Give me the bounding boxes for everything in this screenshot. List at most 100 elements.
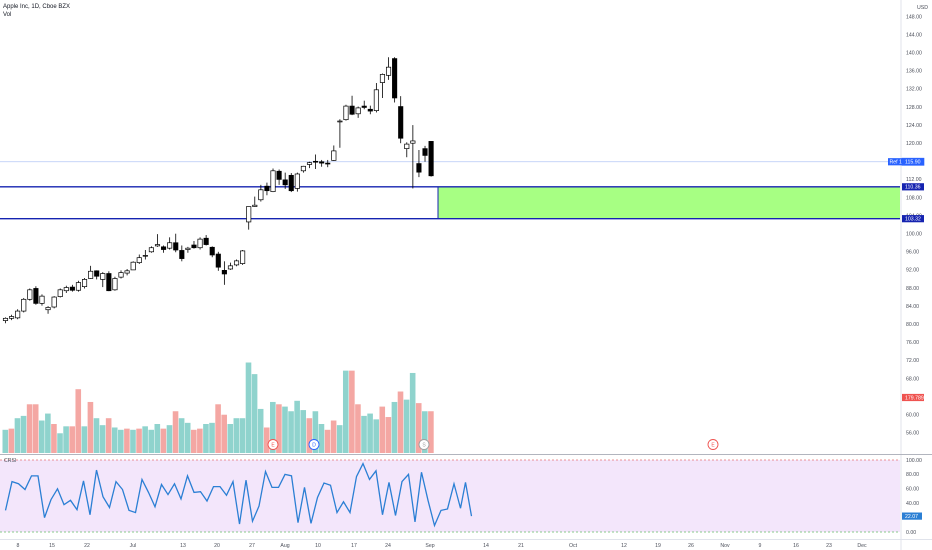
time-tick-label: 24 (385, 543, 391, 549)
volume-bar (184, 422, 191, 453)
volume-bar (69, 426, 75, 453)
candle-body (276, 170, 282, 180)
price-tag[interactable]: 113.42 (902, 169, 924, 177)
volume-bar (148, 429, 155, 453)
volume-bar (330, 420, 337, 453)
volume-bar (428, 411, 434, 453)
volume-bar (8, 428, 15, 453)
rsi-value-tag-bg (902, 512, 922, 520)
candle-body (361, 105, 367, 108)
candle-body (337, 120, 343, 123)
volume-bar (118, 429, 124, 453)
volume-bar (263, 427, 270, 453)
volume-bar (245, 362, 252, 453)
volume-legend[interactable]: Vol (3, 12, 12, 18)
event-badge-circle (707, 439, 719, 450)
candle-body (331, 150, 337, 161)
candle-body (416, 163, 422, 173)
time-tick-label: 9 (759, 543, 762, 549)
rsi-tick-label: 80.00 (906, 472, 919, 478)
volume-bar (215, 404, 221, 453)
volume-bar (209, 422, 215, 453)
price-tag-text: 115.90 (905, 160, 921, 166)
price-tag-text: 113.42 (905, 171, 921, 177)
price-tick-label: 56.00 (906, 431, 919, 437)
event-badge[interactable]: S (418, 439, 430, 450)
volume-bar (20, 415, 27, 453)
volume-bar (87, 401, 94, 453)
time-tick-label: 16 (793, 543, 799, 549)
volume-bar (51, 424, 57, 453)
volume-bar (14, 418, 21, 453)
time-tick-label: 22 (84, 543, 90, 549)
price-tag-text: 103.32 (905, 216, 921, 222)
volume-bar (111, 427, 118, 453)
symbol-legend[interactable]: Apple Inc, 1D, Cboe BZX (3, 4, 71, 10)
price-tag-bg (902, 215, 924, 223)
event-badge-circle (418, 439, 430, 450)
time-tick-label: 17 (351, 543, 357, 549)
event-badge[interactable]: E (267, 439, 279, 450)
rsi-tick-label: 60.00 (906, 487, 919, 493)
volume-bar (361, 415, 367, 453)
candle-body (373, 89, 379, 111)
time-tick-label: Jul (130, 543, 137, 549)
candle-body (167, 242, 173, 249)
volume-bar (379, 406, 386, 453)
event-badge[interactable]: E (707, 439, 719, 450)
candle-body (173, 242, 179, 251)
candle-body (313, 160, 319, 163)
volume-bar (324, 429, 331, 453)
price-tag-prefix-bg (888, 158, 902, 166)
time-tick-label: 12 (621, 543, 627, 549)
volume-bar (142, 426, 148, 453)
volume-bars (2, 362, 434, 453)
price-tag[interactable]: Ref 1 115.90 (888, 157, 925, 166)
price-tag-prefix: Ref 1 (890, 160, 903, 166)
price-tick-label: 68.00 (906, 376, 919, 382)
event-badge[interactable]: D (308, 439, 320, 450)
price-tick-label: 80.00 (906, 322, 919, 328)
time-tick-label: 23 (826, 543, 832, 549)
volume-bar (397, 391, 404, 453)
volume-bar (385, 417, 392, 453)
volume-bar (367, 413, 373, 453)
candle-body (112, 278, 118, 291)
candle-body (240, 250, 246, 264)
volume-bar (154, 424, 161, 453)
time-tick-label: Aug (280, 543, 289, 549)
candle-body (246, 206, 252, 223)
price-tag[interactable]: 103.32 (902, 215, 924, 222)
volume-bar (233, 418, 240, 453)
time-tick-label: 13 (180, 543, 186, 549)
price-tick-label: 92.00 (906, 268, 919, 274)
price-tick-label: 96.00 (906, 250, 919, 256)
price-tag[interactable]: 179.789M (902, 393, 928, 401)
event-badge-letter: E (711, 442, 715, 448)
volume-bar (197, 428, 203, 453)
price-tick-label: 72.00 (906, 358, 919, 364)
candle-body (422, 148, 428, 156)
price-tick-label: 132.00 (906, 87, 922, 93)
rsi-tick-label: 0.00 (906, 530, 916, 536)
time-tick-label: 27 (249, 543, 255, 549)
rsi-legend[interactable]: CRSI (4, 458, 16, 464)
price-tag-bg (902, 183, 924, 191)
support-zone-fill (438, 186, 900, 219)
volume-bar (403, 399, 410, 453)
volume-bar (349, 370, 355, 453)
candle-body (142, 255, 148, 257)
candle-body (179, 250, 185, 259)
time-axis[interactable]: 8 15 22 Jul 13 20 27 Aug 10 17 24 Sep 14 21 Oct 12 19 26 N… (17, 543, 867, 549)
candle-body (51, 296, 57, 308)
candle-body (325, 162, 331, 165)
volume-bar (409, 372, 416, 453)
volume-bar (81, 426, 88, 453)
candle-body (69, 286, 75, 291)
candle-body (294, 173, 300, 189)
price-tag[interactable]: 110.36 (902, 183, 924, 191)
price-axis[interactable]: 148.00 144.00 140.00 136.00 132.00 128.00 124.… (888, 14, 928, 536)
